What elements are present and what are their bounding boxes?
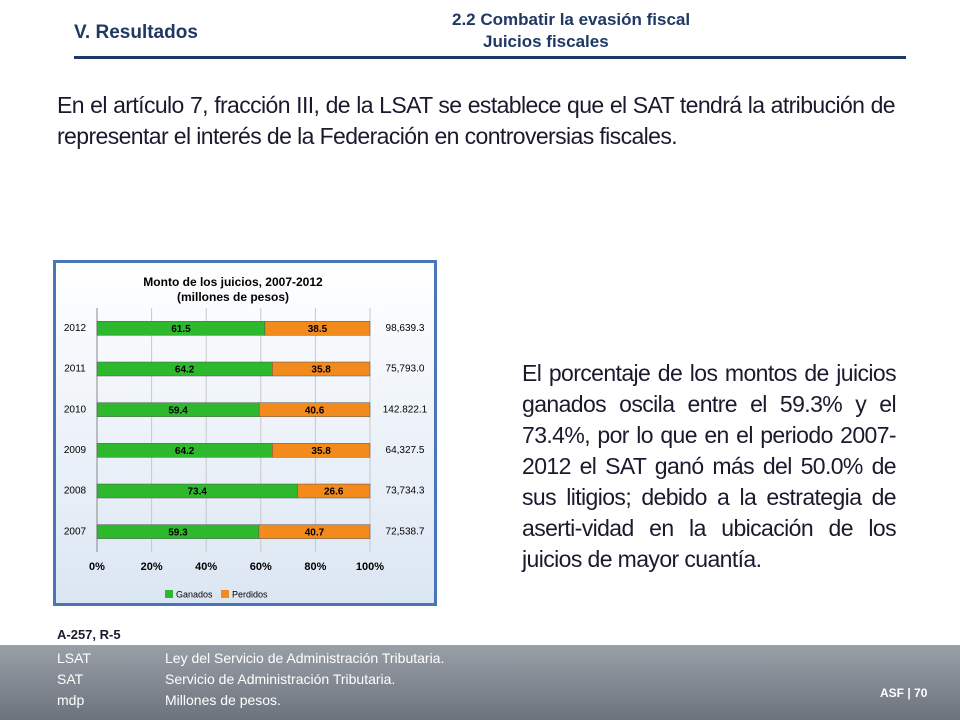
- legend-swatch: [165, 590, 173, 598]
- x-tick-label: 0%: [89, 561, 105, 573]
- bar-segment: [264, 321, 371, 336]
- subtopic: Juicios fiscales: [483, 32, 609, 51]
- total-label: 75,793.0: [386, 364, 425, 375]
- chart-title: Monto de los juicios, 2007-2012: [143, 275, 323, 289]
- legend-label: Perdidos: [232, 589, 268, 599]
- bar-segment: [272, 443, 371, 458]
- legend-label: Ganados: [176, 589, 213, 599]
- header-rule: [74, 56, 906, 59]
- x-tick-label: 80%: [304, 561, 326, 573]
- page-number: ASF | 70: [880, 686, 928, 700]
- total-label: 98,639.3: [386, 323, 425, 334]
- x-tick-label: 100%: [356, 561, 384, 573]
- y-tick-label: 2010: [64, 404, 87, 415]
- bar-segment: [258, 402, 371, 417]
- y-tick-label: 2012: [64, 323, 87, 334]
- glossary-definition: Servicio de Administración Tributaria.: [165, 671, 396, 687]
- footer-band: [0, 645, 960, 720]
- glossary-definition: Millones de pesos.: [165, 692, 281, 708]
- value-label: 61.5: [171, 324, 191, 335]
- total-label: 73,734.3: [386, 486, 425, 497]
- chart: Monto de los juicios, 2007-2012 (millone…: [53, 260, 437, 606]
- glossary-term: SAT: [57, 671, 84, 687]
- total-label: 64,327.5: [386, 445, 425, 456]
- value-label: 73.4: [187, 487, 207, 498]
- value-label: 59.3: [168, 527, 188, 538]
- total-label: 72,538.7: [386, 526, 425, 537]
- glossary-definition: Ley del Servicio de Administración Tribu…: [165, 650, 445, 666]
- value-label: 35.8: [311, 446, 331, 457]
- value-label: 35.8: [311, 365, 331, 376]
- y-tick-label: 2009: [64, 445, 87, 456]
- chart-frame: [53, 260, 437, 606]
- value-label: 64.2: [175, 446, 195, 457]
- legend-swatch: [221, 590, 229, 598]
- value-label: 59.4: [168, 405, 188, 416]
- y-tick-label: 2008: [64, 486, 87, 497]
- chart-subtitle: (millones de pesos): [177, 290, 289, 304]
- intro: En el artículo 7, fracción III, de la LS…: [57, 92, 896, 149]
- y-tick-label: 2007: [64, 526, 87, 537]
- value-label: 64.2: [175, 365, 195, 376]
- total-label: 142.822.1: [383, 404, 428, 415]
- body-text: El porcentaje de los montos de juicios g…: [522, 360, 897, 572]
- x-tick-label: 20%: [141, 561, 163, 573]
- value-label: 40.6: [305, 405, 325, 416]
- value-label: 26.6: [324, 487, 344, 498]
- reference: A-257, R-5: [57, 627, 121, 642]
- glossary-term: mdp: [57, 692, 85, 708]
- topic: 2.2 Combatir la evasión fiscal: [452, 10, 691, 29]
- bar-segment: [258, 524, 371, 539]
- bar-segment: [297, 483, 371, 499]
- glossary-term: LSAT: [57, 650, 91, 666]
- x-tick-label: 40%: [195, 561, 217, 573]
- value-label: 40.7: [305, 527, 325, 538]
- x-tick-label: 60%: [250, 561, 272, 573]
- bar-segment: [272, 361, 371, 377]
- section-title: V. Resultados: [74, 22, 198, 43]
- value-label: 38.5: [308, 324, 328, 335]
- y-tick-label: 2011: [64, 364, 86, 375]
